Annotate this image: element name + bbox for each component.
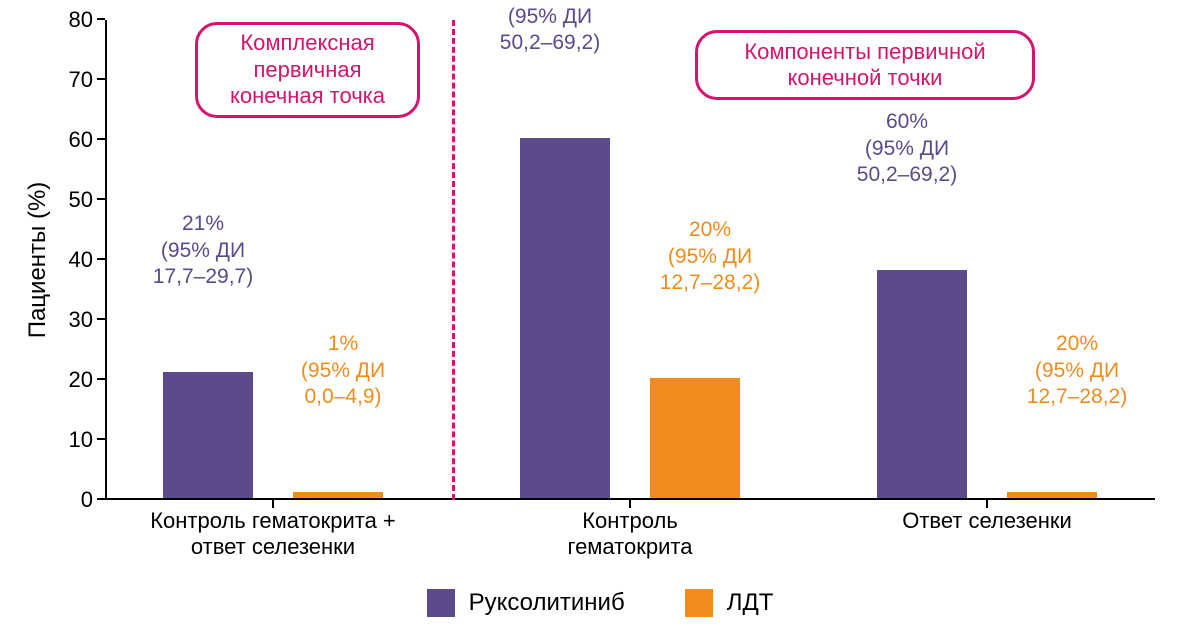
value-label-ruxolitinib: 60%(95% ДИ50,2–69,2) (827, 109, 987, 188)
y-tick-label: 0 (81, 487, 105, 513)
x-tick-mark (629, 500, 631, 508)
pill-primary-endpoint: Комплекснаяпервичнаяконечная точка (195, 22, 420, 118)
y-tick-mark (97, 498, 105, 500)
x-tick-mark (272, 500, 274, 508)
bar-ldt (650, 378, 740, 498)
chart-stage: Пациенты (%) 01020304050607080Комплексна… (0, 0, 1200, 627)
value-label-ldt: 20%(95% ДИ12,7–28,2) (997, 331, 1157, 410)
y-tick-label: 40 (69, 247, 105, 273)
category-label: Контроль гематокрита +ответ селезенки (113, 508, 433, 561)
value-label-ruxolitinib: 21%(95% ДИ17,7–29,7) (123, 211, 283, 290)
bar-ruxolitinib (163, 372, 253, 498)
legend-label-b: ЛДТ (727, 589, 774, 617)
y-tick-mark (97, 78, 105, 80)
category-label: Ответ селезенки (827, 508, 1147, 534)
legend-swatch-a (427, 589, 455, 617)
y-tick-label: 50 (69, 187, 105, 213)
legend: Руксолитиниб ЛДТ (0, 589, 1200, 617)
bar-ldt (1007, 492, 1097, 498)
value-label-ruxolitinib: 60%(95% ДИ50,2–69,2) (470, 0, 630, 56)
legend-swatch-b (685, 589, 713, 617)
plot-area: 01020304050607080Комплекснаяпервичнаякон… (105, 20, 1155, 500)
category-label: Контрольгематокрита (470, 508, 790, 561)
x-tick-mark (986, 500, 988, 508)
y-tick-label: 80 (69, 7, 105, 33)
legend-item-a: Руксолитиниб (427, 589, 625, 617)
y-tick-mark (97, 138, 105, 140)
bar-ruxolitinib (877, 270, 967, 498)
y-axis (105, 20, 107, 500)
y-tick-label: 70 (69, 67, 105, 93)
y-tick-label: 30 (69, 307, 105, 333)
y-axis-title: Пациенты (%) (24, 182, 52, 339)
group-separator (452, 20, 455, 500)
y-tick-mark (97, 258, 105, 260)
y-tick-label: 10 (69, 427, 105, 453)
value-label-ldt: 20%(95% ДИ12,7–28,2) (630, 217, 790, 296)
y-tick-mark (97, 318, 105, 320)
y-tick-label: 20 (69, 367, 105, 393)
y-tick-mark (97, 438, 105, 440)
legend-item-b: ЛДТ (685, 589, 774, 617)
y-tick-label: 60 (69, 127, 105, 153)
bar-ruxolitinib (520, 138, 610, 498)
value-label-ldt: 1%(95% ДИ0,0–4,9) (263, 331, 423, 410)
y-tick-mark (97, 18, 105, 20)
pill-components: Компоненты первичнойконечной точки (695, 30, 1035, 100)
bar-ldt (293, 492, 383, 498)
legend-label-a: Руксолитиниб (469, 589, 625, 617)
y-tick-mark (97, 198, 105, 200)
y-tick-mark (97, 378, 105, 380)
